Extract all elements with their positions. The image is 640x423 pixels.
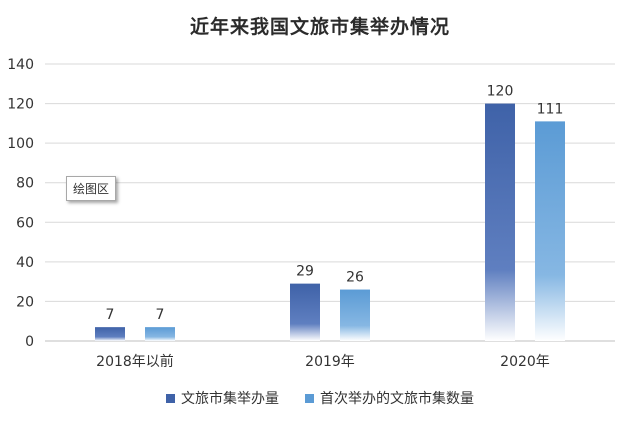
y-tick-label: 0 [25, 334, 34, 350]
data-label: 7 [106, 307, 115, 323]
bar-series1 [95, 327, 125, 341]
plot-area-tag: 绘图区 [66, 176, 117, 201]
y-tick-label: 60 [16, 215, 34, 231]
legend-item-series-2: 首次举办的文旅市集数量 [305, 388, 474, 408]
data-label: 120 [487, 84, 514, 100]
y-tick-label: 20 [16, 294, 34, 310]
legend-label-series-2: 首次举办的文旅市集数量 [320, 391, 474, 407]
bar-series2 [535, 121, 565, 341]
chart-title: 近年来我国文旅市集举办情况 [189, 16, 450, 38]
y-tick-label: 100 [7, 136, 34, 152]
data-label: 111 [537, 101, 564, 117]
data-label: 26 [346, 270, 364, 286]
legend-item-series-1: 文旅市集举办量 [166, 388, 279, 408]
y-tick-label: 80 [16, 176, 34, 192]
bar-series1 [485, 103, 515, 341]
x-tick-label: 2019年 [305, 354, 355, 370]
y-tick-label: 120 [7, 97, 34, 113]
y-tick-label: 40 [16, 255, 34, 271]
data-label: 7 [156, 307, 165, 323]
x-tick-label: 2018年以前 [96, 353, 174, 370]
legend-label-series-1: 文旅市集举办量 [181, 391, 279, 407]
legend: 文旅市集举办量 首次举办的文旅市集数量 [0, 388, 640, 408]
bar-series2 [340, 289, 370, 341]
data-label: 29 [296, 264, 314, 280]
x-tick-label: 2020年 [500, 354, 550, 370]
legend-swatch-series-2 [305, 393, 314, 403]
y-tick-label: 140 [7, 57, 34, 73]
legend-swatch-series-1 [166, 393, 175, 403]
bar-series1 [290, 283, 320, 341]
bar-series2 [145, 327, 175, 341]
